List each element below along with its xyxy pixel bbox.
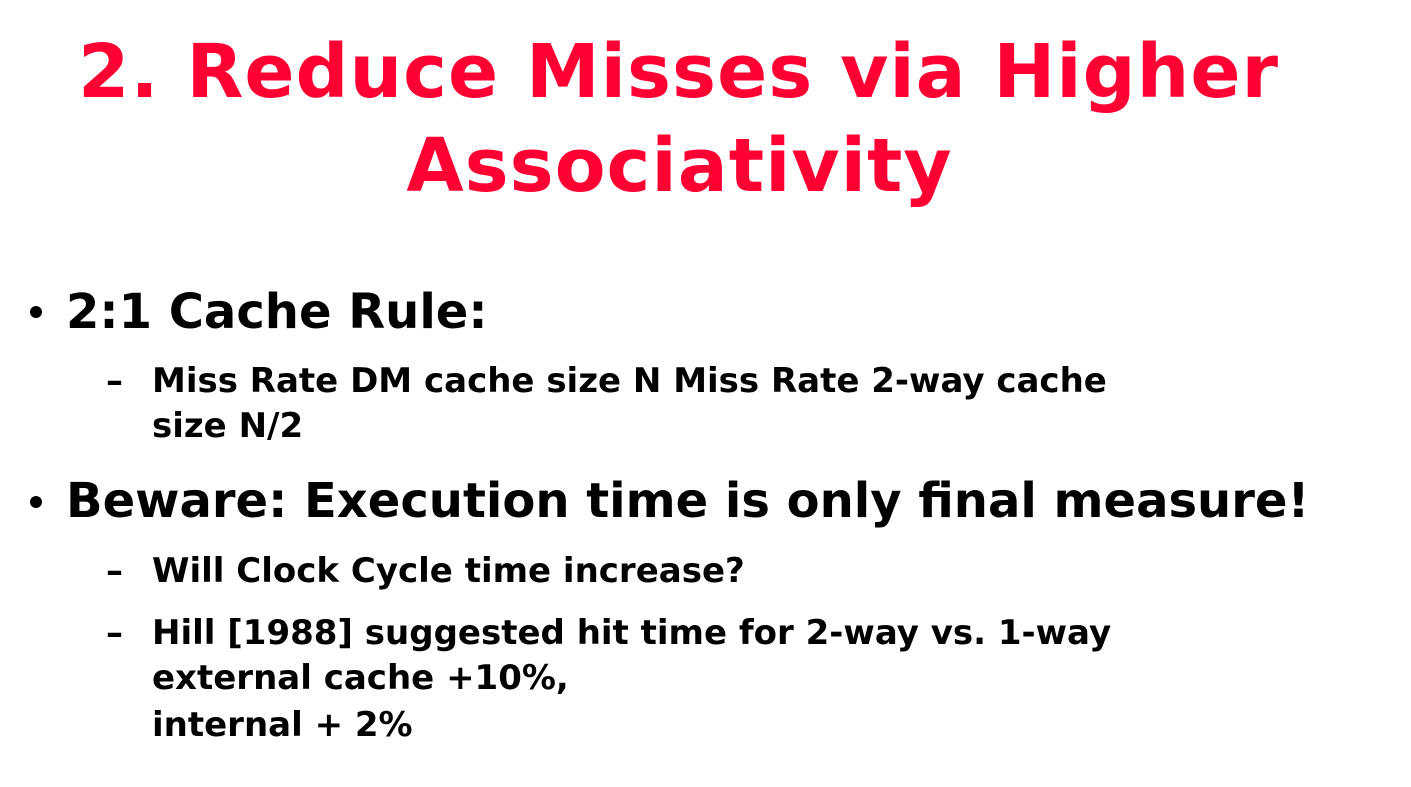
sub-bullet-dash-1: – bbox=[106, 361, 123, 401]
sub-bullet-dash-3: – bbox=[106, 613, 123, 653]
sub-bullet-3-line-1: Hill [1988] suggested hit time for 2-way… bbox=[152, 613, 1112, 653]
sub-bullet-1-line-1: Miss Rate DM cache size N Miss Rate 2-wa… bbox=[152, 361, 1107, 401]
sub-bullet-3-line-3: internal + 2% bbox=[152, 705, 413, 745]
sub-bullet-3-line-2: external cache +10%, bbox=[152, 658, 569, 698]
bullet-2-text: Beware: Execution time is only final mea… bbox=[66, 473, 1310, 529]
bullet-dot-1 bbox=[30, 306, 42, 318]
sub-bullet-1-line-2: size N/2 bbox=[152, 406, 304, 446]
slide-title-line-2: Associativity bbox=[406, 123, 953, 209]
sub-bullet-dash-2: – bbox=[106, 551, 123, 591]
slide-title-line-1: 2. Reduce Misses via Higher bbox=[77, 29, 1280, 115]
sub-bullet-2-line-1: Will Clock Cycle time increase? bbox=[152, 551, 745, 591]
bullet-dot-2 bbox=[30, 496, 42, 508]
bullet-1-text: 2:1 Cache Rule: bbox=[66, 284, 488, 340]
